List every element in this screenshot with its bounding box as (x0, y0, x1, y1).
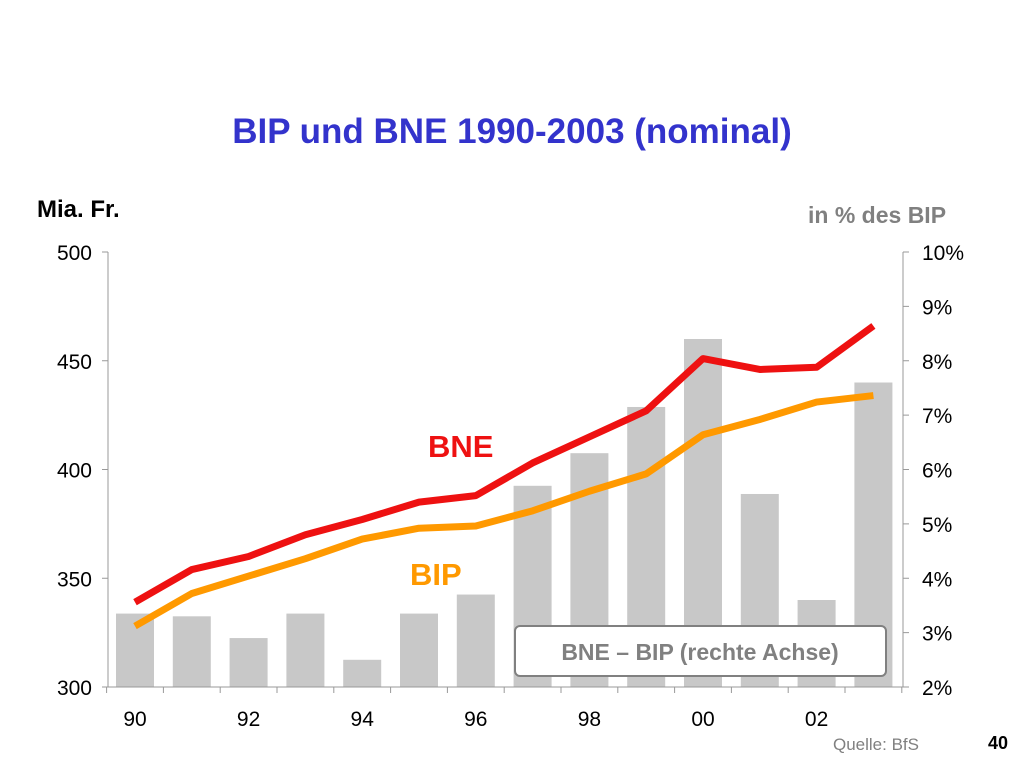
bar-bne-bip-diff (456, 594, 495, 687)
left-axis-tick-label: 400 (57, 460, 92, 483)
series-label-bne: BNE (428, 429, 493, 464)
left-axis-tick-label: 450 (57, 351, 92, 374)
bar-bne-bip-diff (400, 613, 438, 687)
right-axis-tick-label: 4% (922, 568, 952, 591)
line-series-bip (133, 392, 874, 630)
right-axis-tick-label: 2% (922, 677, 952, 700)
bar-bne-bip-diff (286, 613, 325, 687)
legend-label-bars: BNE – BIP (rechte Achse) (561, 639, 838, 665)
right-axis-unit: in % des BIP (808, 202, 947, 228)
right-axis-tick-label: 5% (922, 514, 952, 537)
x-axis-tick-label: 92 (237, 708, 260, 731)
bar-bne-bip-diff (343, 659, 382, 687)
line-series-bne (133, 323, 876, 606)
x-axis-tick-label: 98 (578, 708, 601, 731)
left-axis-tick-label: 500 (57, 242, 92, 265)
right-axis-tick-label: 10% (922, 242, 964, 265)
left-axis-tick-label: 300 (57, 677, 92, 700)
chart-title: BIP und BNE 1990-2003 (nominal) (232, 112, 792, 151)
bar-bne-bip-diff (229, 638, 268, 687)
right-axis-tick-label: 8% (922, 351, 952, 374)
x-axis-tick-label: 94 (351, 708, 375, 731)
left-axis-tick-label: 350 (57, 568, 92, 591)
right-axis-tick-label: 6% (922, 460, 952, 483)
x-axis-tick-label: 00 (691, 708, 714, 731)
source-note: Quelle: BfS (833, 735, 919, 754)
right-axis-tick-label: 3% (922, 623, 952, 646)
x-axis-tick-label: 02 (805, 708, 828, 731)
page-number: 40 (988, 733, 1009, 753)
x-axis-tick-label: 96 (464, 708, 487, 731)
x-axis-tick-label: 90 (123, 708, 146, 731)
left-axis-unit: Mia. Fr. (37, 196, 120, 223)
right-axis-tick-label: 9% (922, 296, 952, 319)
series-label-bip: BIP (410, 557, 462, 592)
right-axis-tick-label: 7% (922, 405, 952, 428)
bar-bne-bip-diff (172, 616, 211, 687)
legend-box (514, 625, 887, 677)
